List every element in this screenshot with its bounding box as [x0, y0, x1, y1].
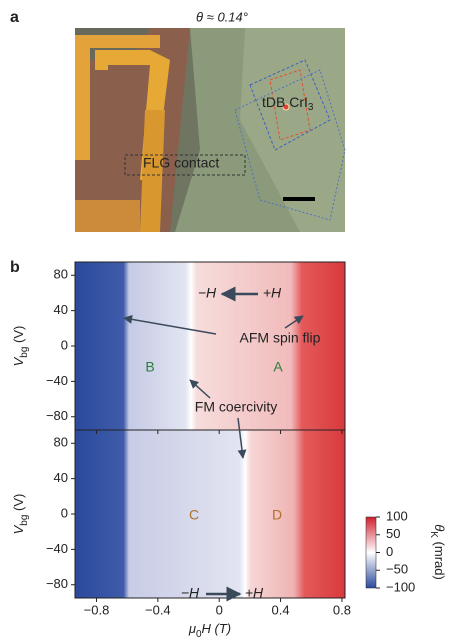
colorbar-tick-label: −100: [386, 579, 415, 594]
cb-label-sub: K: [428, 531, 439, 538]
y-tick-label: 0: [61, 505, 68, 520]
colorbar: [365, 516, 377, 589]
region-label: A: [273, 359, 283, 375]
pointer: [189, 379, 211, 399]
y-label-text: V: [11, 524, 26, 534]
annotation: FM coercivity: [195, 399, 277, 415]
y-tick-label: 0: [61, 337, 68, 352]
x-label-text: μ: [188, 621, 196, 636]
sample-label-sub: 3: [308, 102, 314, 113]
x-tick-label: −0.4: [145, 602, 171, 617]
cb-label-text: θ: [432, 524, 447, 531]
y-tick-label: −40: [46, 541, 68, 556]
pointer: [284, 315, 304, 329]
y-tick-label: −40: [46, 373, 68, 388]
y-label-unit: (V): [11, 326, 26, 347]
panel-title: θ ≈ 0.14°: [196, 9, 248, 24]
heatmap-top: [75, 262, 345, 430]
pointer: [237, 417, 247, 459]
x-tick-label: 0.8: [333, 602, 351, 617]
field-label: +H: [245, 585, 264, 601]
region-label: C: [189, 507, 199, 523]
region-label: B: [145, 359, 154, 375]
region-label: D: [272, 507, 282, 523]
y-tick-label: 80: [54, 267, 68, 282]
y-axis-label: Vbg (V): [11, 494, 29, 535]
annotation: AFM spin flip: [240, 330, 321, 346]
contact-label: FLG contact: [143, 155, 219, 171]
y-tick-label: 40: [54, 302, 68, 317]
colorbar-tick-label: 100: [386, 508, 408, 523]
x-label-sub: 0: [196, 629, 202, 640]
colorbar-tick-label: 0: [386, 544, 393, 559]
colorbar-tick-label: −50: [386, 562, 408, 577]
field-label: +H: [263, 285, 282, 301]
x-tick-label: 0.4: [272, 602, 290, 617]
panel-letter: a: [10, 9, 19, 26]
field-label: −H: [181, 585, 200, 601]
heatmap-bottom: [75, 430, 345, 598]
y-tick-label: −80: [46, 576, 68, 591]
pointer: [123, 314, 217, 335]
sample-label-text: tDB CrI: [262, 94, 308, 110]
y-tick-label: 80: [54, 435, 68, 450]
y-label-sub: bg: [19, 347, 30, 358]
colorbar-tick-label: 50: [386, 526, 400, 541]
x-axis-label: μ0H (T): [188, 621, 231, 639]
y-label-unit: (V): [11, 494, 26, 515]
y-axis-label: Vbg (V): [11, 326, 29, 367]
sample-label: tDB CrI3: [262, 94, 314, 113]
y-label-text: V: [11, 356, 26, 366]
field-label: −H: [198, 285, 217, 301]
y-label-sub: bg: [19, 515, 30, 526]
y-tick-label: 40: [54, 470, 68, 485]
cb-label-unit: (mrad): [432, 538, 447, 580]
colorbar-label: θK (mrad): [428, 524, 446, 580]
x-tick-label: 0: [216, 602, 223, 617]
x-label-rest: H (T): [202, 621, 232, 636]
y-tick-label: −80: [46, 408, 68, 423]
x-tick-label: −0.8: [84, 602, 110, 617]
panel-letter: b: [10, 259, 20, 276]
micrograph: [75, 28, 346, 232]
